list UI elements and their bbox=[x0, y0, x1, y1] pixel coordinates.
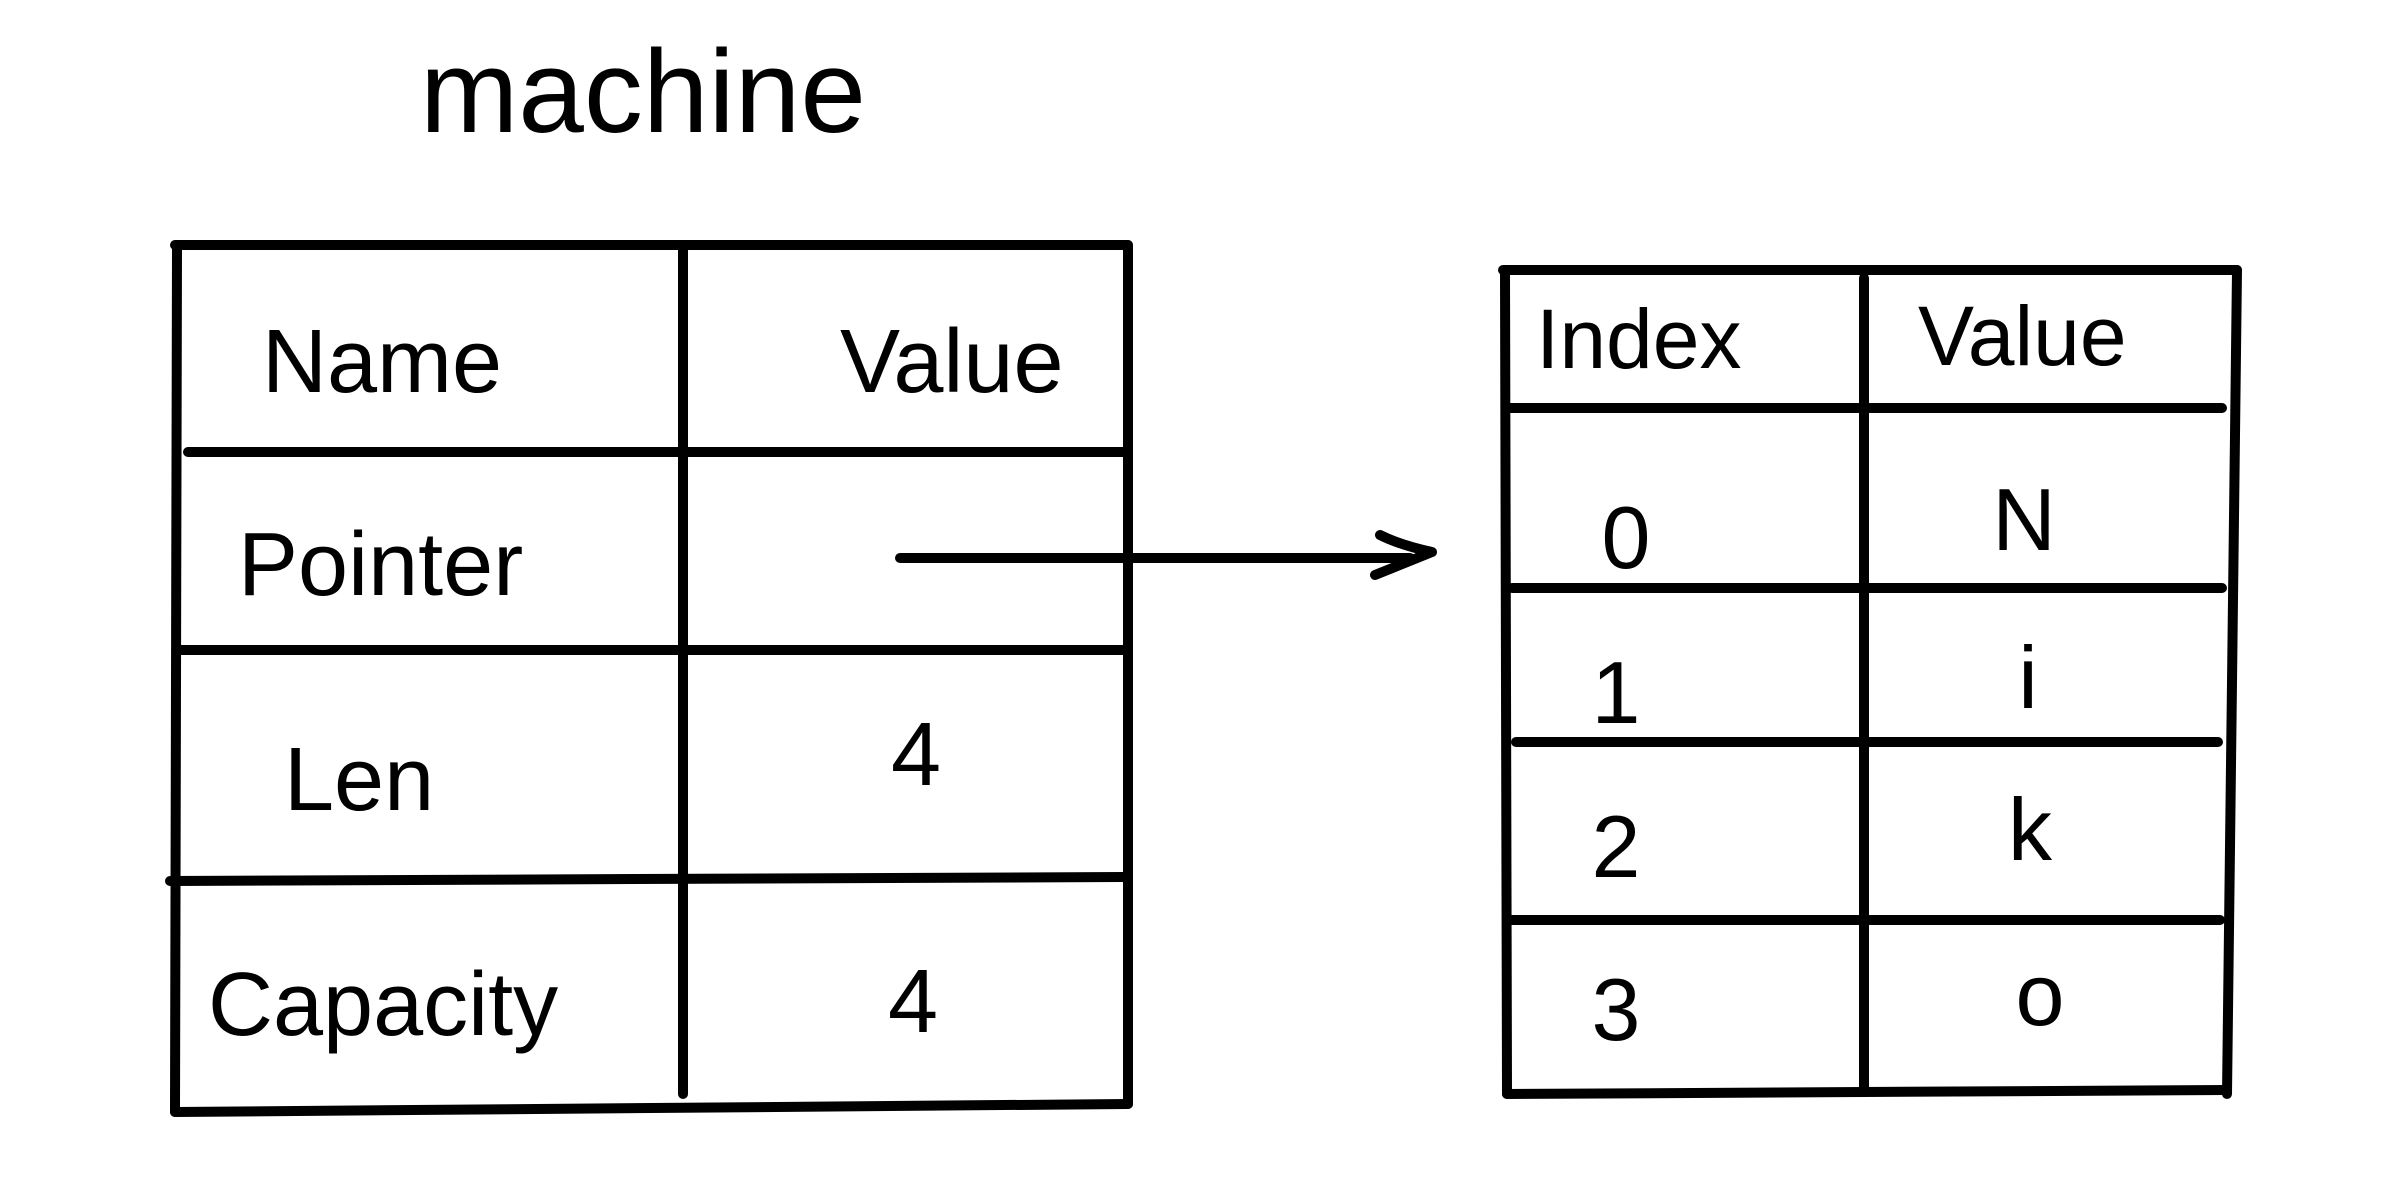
array-row-value: o bbox=[2016, 945, 2065, 1044]
array-row-value: i bbox=[2018, 628, 2038, 727]
array-table: Index Value 0 N 1 i 2 k 3 o bbox=[1498, 265, 2242, 1099]
struct-row-name: Pointer bbox=[238, 515, 523, 615]
array-row-value: k bbox=[2008, 780, 2053, 879]
array-row-index: 3 bbox=[1592, 960, 1641, 1059]
struct-row-value: 4 bbox=[891, 705, 941, 805]
array-row-index: 0 bbox=[1602, 488, 1651, 587]
array-header-index: Index bbox=[1536, 292, 1742, 386]
struct-row-name: Capacity bbox=[208, 955, 558, 1055]
struct-row-value: 4 bbox=[888, 952, 938, 1052]
pointer-arrow bbox=[895, 530, 1437, 580]
array-table-border-right bbox=[2222, 265, 2242, 1099]
struct-header-name: Name bbox=[262, 312, 502, 412]
struct-table: Name Value Pointer Len 4 Capacity 4 bbox=[165, 240, 1133, 1117]
array-row-value: N bbox=[1992, 470, 2056, 569]
array-row-index: 1 bbox=[1592, 643, 1641, 742]
array-row-index: 2 bbox=[1592, 797, 1641, 896]
struct-table-row-divider bbox=[165, 872, 1129, 886]
diagram-title: machine bbox=[420, 26, 866, 158]
array-table-border-left bbox=[1500, 267, 1512, 1099]
struct-header-value: Value bbox=[840, 312, 1064, 412]
struct-table-border-left bbox=[170, 242, 182, 1117]
struct-row-name: Len bbox=[284, 730, 434, 830]
struct-table-border-bottom bbox=[170, 1099, 1133, 1117]
array-header-value: Value bbox=[1918, 289, 2127, 383]
pointer-arrow-head bbox=[1370, 530, 1437, 580]
